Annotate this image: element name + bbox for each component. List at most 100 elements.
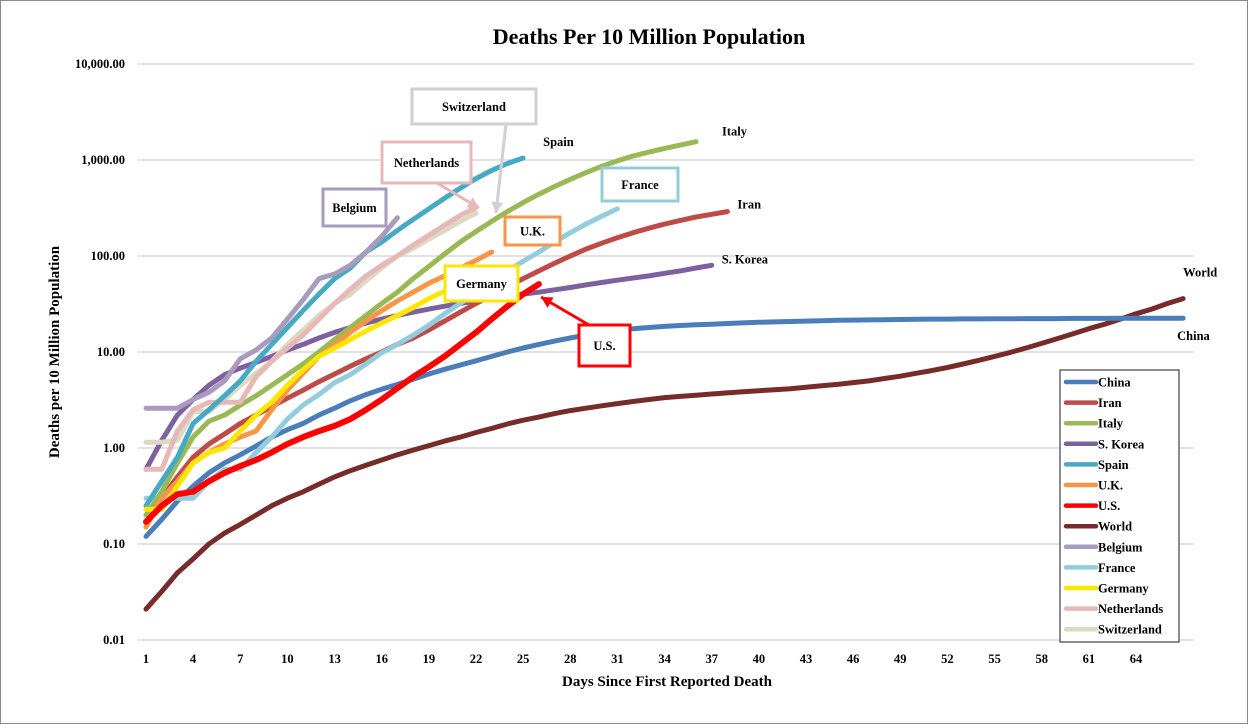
legend-item: U.K. xyxy=(1063,479,1123,493)
legend-label: Germany xyxy=(1098,582,1149,596)
series-lines xyxy=(143,139,1186,612)
callout-label: France xyxy=(621,178,659,192)
series-line-u-s xyxy=(143,281,542,525)
end-label: Italy xyxy=(722,125,748,139)
x-tick-label: 52 xyxy=(941,652,954,666)
x-tick-label: 13 xyxy=(328,652,341,666)
callout-box xyxy=(600,166,680,203)
y-tick-label: 10,000.00 xyxy=(75,57,125,71)
x-tick-label: 37 xyxy=(705,652,718,666)
callout-box xyxy=(503,215,562,247)
legend-item: Netherlands xyxy=(1063,602,1163,616)
series-line-china xyxy=(143,315,1186,539)
callout-box xyxy=(577,323,632,368)
callout-arrowhead xyxy=(541,297,554,308)
callout-label: Switzerland xyxy=(442,100,506,114)
callout-germany: Germany xyxy=(443,264,520,303)
end-label: S. Korea xyxy=(722,252,769,266)
legend-item: France xyxy=(1063,561,1136,575)
callout-label: U.K. xyxy=(520,225,545,239)
legend-label: Netherlands xyxy=(1098,602,1163,616)
legend-label: China xyxy=(1098,376,1131,390)
gridlines xyxy=(138,63,1194,641)
callout-arrowhead xyxy=(491,201,504,213)
x-tick-label: 58 xyxy=(1035,652,1048,666)
series-line-world xyxy=(143,296,1186,612)
legend-label: Switzerland xyxy=(1098,623,1162,637)
legend-item: Italy xyxy=(1063,417,1124,431)
legend-item: World xyxy=(1063,520,1132,534)
legend-label: Spain xyxy=(1098,458,1129,472)
callout-box xyxy=(443,264,520,303)
series-end-labels: Spain Italy Iran S. Korea World China xyxy=(543,125,1217,343)
series-line-switzerland xyxy=(143,210,479,445)
x-tick-label: 61 xyxy=(1083,652,1096,666)
end-label: China xyxy=(1177,329,1210,343)
callout-box xyxy=(380,140,473,185)
legend-label: S. Korea xyxy=(1098,437,1145,451)
series-line-s-korea xyxy=(143,262,715,472)
x-tick-label: 43 xyxy=(800,652,813,666)
legend-item: Iran xyxy=(1063,396,1122,410)
callout-label: U.S. xyxy=(593,339,615,353)
y-tick-label: 1.00 xyxy=(103,441,125,455)
legend-item: S. Korea xyxy=(1063,437,1145,451)
callout-label: Germany xyxy=(456,277,507,291)
x-tick-label: 64 xyxy=(1130,652,1143,666)
callout-switzerland: Switzerland xyxy=(410,87,538,214)
legend-label: U.S. xyxy=(1098,499,1120,513)
callouts: Switzerland Netherlands Belgium France U.K. G… xyxy=(321,87,680,368)
legend-item: China xyxy=(1063,376,1131,390)
x-tick-label: 4 xyxy=(190,652,197,666)
legend-label: Italy xyxy=(1098,417,1124,431)
x-tick-label: 1 xyxy=(143,652,149,666)
series-line-netherlands xyxy=(143,205,479,472)
legend-label: France xyxy=(1098,561,1136,575)
end-label: World xyxy=(1183,266,1217,280)
callout-u-k: U.K. xyxy=(503,215,562,247)
x-axis-label: Days Since First Reported Death xyxy=(562,674,773,690)
legend-item: Spain xyxy=(1063,458,1129,472)
y-axis-label: Deaths per 10 Million Population xyxy=(47,245,63,458)
callout-arrowhead xyxy=(466,197,479,208)
series-line-france xyxy=(143,206,620,501)
callout-label: Netherlands xyxy=(394,156,459,170)
x-tick-label: 19 xyxy=(423,652,436,666)
x-tick-label: 10 xyxy=(281,652,294,666)
end-label: Iran xyxy=(737,198,761,212)
y-tick-label: 100.00 xyxy=(91,249,125,263)
x-tick-label: 55 xyxy=(988,652,1001,666)
x-tick-label: 40 xyxy=(753,652,766,666)
legend-label: Iran xyxy=(1098,396,1122,410)
legend-label: Belgium xyxy=(1098,540,1143,554)
x-tick-label: 28 xyxy=(564,652,577,666)
callout-label: Belgium xyxy=(332,201,377,215)
x-tick-label: 25 xyxy=(517,652,530,666)
y-axis-ticks: 0.01 0.10 1.00 10.00 100.00 1,000.00 10,000.00 xyxy=(75,57,125,647)
x-tick-label: 34 xyxy=(658,652,671,666)
callout-belgium: Belgium xyxy=(321,187,388,228)
x-axis-ticks: 1 4 7 10 13 16 19 22 25 28 31 34 37 40 43 46 49 52 55 58 61 6… xyxy=(143,652,1143,666)
legend-item: Switzerland xyxy=(1063,623,1162,637)
series-line-belgium xyxy=(143,215,400,411)
callout-box xyxy=(321,187,388,228)
legend-label: U.K. xyxy=(1098,479,1123,493)
callout-netherlands: Netherlands xyxy=(380,140,480,210)
callout-u-s: U.S. xyxy=(540,295,632,368)
legend-item: Belgium xyxy=(1063,540,1143,554)
legend: China Iran Italy S. Korea Spain U.K. U.S. World… xyxy=(1059,369,1180,643)
y-tick-label: 0.10 xyxy=(103,537,125,551)
series-line-spain xyxy=(143,155,526,509)
legend-label: World xyxy=(1098,520,1132,534)
callout-france: France xyxy=(600,166,680,203)
x-tick-label: 46 xyxy=(847,652,860,666)
y-tick-label: 1,000.00 xyxy=(81,153,125,167)
series-line-italy xyxy=(143,139,699,518)
series-line-germany xyxy=(143,288,448,512)
legend-item: U.S. xyxy=(1063,499,1120,513)
chart-title: Deaths Per 10 Million Population xyxy=(493,24,806,49)
end-label: Spain xyxy=(543,135,574,149)
x-tick-label: 49 xyxy=(894,652,907,666)
